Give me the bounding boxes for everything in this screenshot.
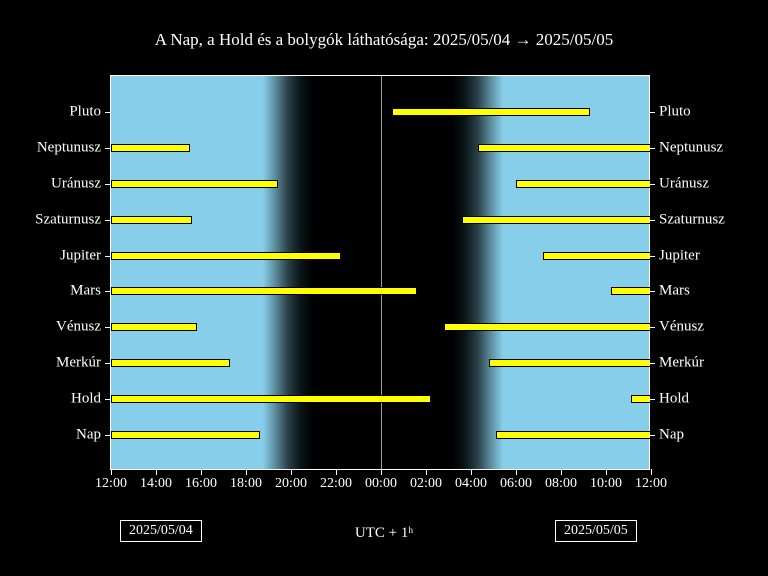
y-label-left: Mars bbox=[6, 283, 101, 300]
bg-dusk bbox=[263, 76, 312, 469]
x-tick-label: 12:00 bbox=[635, 476, 667, 492]
visibility-bar bbox=[111, 180, 278, 188]
y-tick bbox=[105, 363, 111, 364]
y-tick bbox=[105, 184, 111, 185]
x-tick bbox=[201, 469, 202, 475]
visibility-bar bbox=[111, 144, 190, 152]
midnight-line bbox=[381, 76, 382, 469]
x-tick-label: 14:00 bbox=[140, 476, 172, 492]
x-tick-label: 02:00 bbox=[410, 476, 442, 492]
y-label-left: Jupiter bbox=[6, 247, 101, 264]
date-left-box: 2025/05/04 bbox=[120, 520, 202, 542]
visibility-bar bbox=[111, 287, 417, 295]
y-label-right: Mars bbox=[659, 283, 754, 300]
y-label-left: Hold bbox=[6, 391, 101, 408]
x-tick bbox=[381, 469, 382, 475]
y-label-right: Jupiter bbox=[659, 247, 754, 264]
x-tick bbox=[246, 469, 247, 475]
y-tick bbox=[649, 399, 655, 400]
y-tick bbox=[649, 291, 655, 292]
y-tick bbox=[649, 184, 655, 185]
x-tick bbox=[516, 469, 517, 475]
bg-night bbox=[313, 76, 452, 469]
y-tick bbox=[649, 112, 655, 113]
y-label-left: Uránusz bbox=[6, 175, 101, 192]
x-tick bbox=[561, 469, 562, 475]
y-tick bbox=[105, 220, 111, 221]
visibility-bar bbox=[496, 431, 651, 439]
y-label-left: Pluto bbox=[6, 103, 101, 120]
y-tick bbox=[649, 148, 655, 149]
y-tick bbox=[105, 291, 111, 292]
y-tick bbox=[649, 435, 655, 436]
y-tick bbox=[649, 363, 655, 364]
date-right-box: 2025/05/05 bbox=[555, 520, 637, 542]
x-tick-label: 10:00 bbox=[590, 476, 622, 492]
visibility-bar bbox=[111, 431, 260, 439]
x-tick bbox=[651, 469, 652, 475]
visibility-bar bbox=[478, 144, 651, 152]
visibility-bar bbox=[111, 359, 230, 367]
y-label-right: Merkúr bbox=[659, 355, 754, 372]
visibility-bar bbox=[462, 216, 651, 224]
y-label-left: Neptunusz bbox=[6, 139, 101, 156]
x-axis-label: UTC + 1ʰ bbox=[0, 525, 768, 542]
y-label-right: Pluto bbox=[659, 103, 754, 120]
y-label-left: Vénusz bbox=[6, 319, 101, 336]
chart-area: PlutoPlutoNeptunuszNeptunuszUránuszUránu… bbox=[110, 75, 650, 470]
visibility-bar bbox=[611, 287, 652, 295]
visibility-bar bbox=[444, 323, 651, 331]
visibility-bar bbox=[111, 323, 197, 331]
y-tick bbox=[649, 220, 655, 221]
visibility-bar bbox=[111, 216, 192, 224]
y-label-right: Neptunusz bbox=[659, 139, 754, 156]
y-label-right: Szaturnusz bbox=[659, 211, 754, 228]
y-label-right: Hold bbox=[659, 391, 754, 408]
x-tick-label: 22:00 bbox=[320, 476, 352, 492]
visibility-bar bbox=[631, 395, 651, 403]
y-label-left: Merkúr bbox=[6, 355, 101, 372]
x-tick bbox=[471, 469, 472, 475]
y-tick bbox=[105, 435, 111, 436]
x-tick-label: 06:00 bbox=[500, 476, 532, 492]
y-tick bbox=[105, 327, 111, 328]
x-tick bbox=[156, 469, 157, 475]
visibility-bar bbox=[543, 252, 651, 260]
x-tick bbox=[111, 469, 112, 475]
y-label-left: Szaturnusz bbox=[6, 211, 101, 228]
y-label-right: Nap bbox=[659, 427, 754, 444]
y-tick bbox=[105, 399, 111, 400]
x-tick-label: 20:00 bbox=[275, 476, 307, 492]
x-tick bbox=[336, 469, 337, 475]
visibility-bar bbox=[111, 252, 341, 260]
y-label-right: Uránusz bbox=[659, 175, 754, 192]
visibility-bar bbox=[516, 180, 651, 188]
x-tick bbox=[426, 469, 427, 475]
x-tick-label: 16:00 bbox=[185, 476, 217, 492]
y-tick bbox=[105, 148, 111, 149]
visibility-bar bbox=[392, 108, 590, 116]
chart-title: A Nap, a Hold és a bolygók láthatósága: … bbox=[0, 0, 768, 50]
x-tick-label: 18:00 bbox=[230, 476, 262, 492]
y-tick bbox=[649, 256, 655, 257]
bg-day-left bbox=[111, 76, 263, 469]
y-label-right: Vénusz bbox=[659, 319, 754, 336]
x-tick-label: 00:00 bbox=[365, 476, 397, 492]
visibility-bar bbox=[111, 395, 431, 403]
y-tick bbox=[105, 256, 111, 257]
x-tick-label: 12:00 bbox=[95, 476, 127, 492]
x-tick-label: 08:00 bbox=[545, 476, 577, 492]
twilight-background bbox=[111, 76, 649, 469]
y-tick bbox=[649, 327, 655, 328]
x-tick-label: 04:00 bbox=[455, 476, 487, 492]
bg-dawn bbox=[452, 76, 504, 469]
bg-day-right bbox=[503, 76, 649, 469]
y-label-left: Nap bbox=[6, 427, 101, 444]
x-tick bbox=[606, 469, 607, 475]
x-tick bbox=[291, 469, 292, 475]
y-tick bbox=[105, 112, 111, 113]
visibility-bar bbox=[489, 359, 651, 367]
